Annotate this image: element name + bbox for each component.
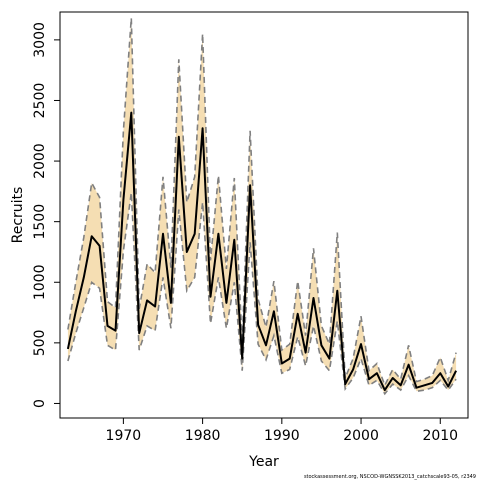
y-axis-title: Recruits (10, 187, 26, 244)
source-note: stockassessment.org, NSCOD-WGNSSK2013_ca… (304, 474, 476, 480)
y-tick-label: 0 (32, 399, 48, 408)
y-tick-label: 500 (32, 330, 48, 357)
y-tick-label: 3000 (32, 22, 48, 58)
x-tick-label: 1980 (185, 428, 221, 444)
plot-frame (59, 11, 469, 419)
estimate-line (66, 111, 457, 392)
y-tick-label: 2500 (32, 83, 48, 119)
y-tick-label: 2000 (32, 143, 48, 179)
x-axis-title: Year (248, 454, 279, 470)
x-tick-label: 2000 (343, 428, 379, 444)
lower-bound-line (67, 192, 457, 396)
series-line-layer (66, 18, 457, 396)
x-tick-label: 1990 (264, 428, 300, 444)
confidence-band-layer (67, 18, 457, 394)
axes: 1970 1980 1990 2000 2010 0 500 1000 1500 2000 2500… (32, 22, 458, 444)
y-tick-label: 1000 (32, 264, 48, 300)
x-tick-label: 1970 (106, 428, 142, 444)
upper-bound-line (67, 18, 457, 388)
confidence-band (67, 18, 457, 394)
x-tick-label: 2010 (422, 428, 458, 444)
y-tick-label: 1500 (32, 204, 48, 240)
